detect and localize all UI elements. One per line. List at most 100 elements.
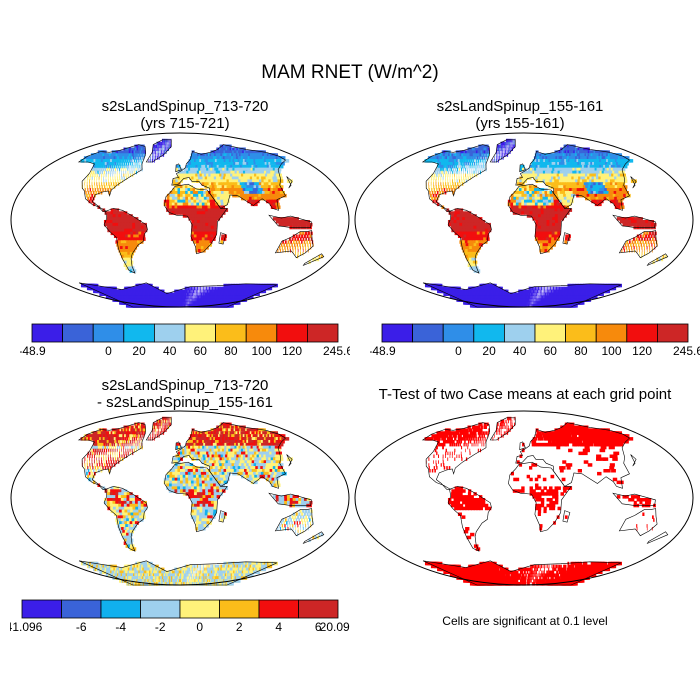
colorbar-swatch	[31, 323, 64, 343]
colorbar-tick-label: 20	[132, 344, 146, 358]
coastline-new-zealand	[302, 253, 325, 267]
map-panel-case2	[354, 132, 694, 308]
colorbar-tick-label: 100	[601, 344, 621, 358]
colorbar-swatch	[298, 599, 339, 619]
colorbar-swatch	[442, 323, 475, 343]
map-panel-diff	[10, 410, 350, 586]
panel-title-line: s2sLandSpinup_713-720	[101, 98, 269, 115]
colorbar-tick-label: 40	[163, 344, 177, 358]
coastline-indonesia	[268, 214, 312, 228]
coastline-japan	[630, 176, 637, 189]
coastline-south-america	[103, 486, 148, 552]
panel-title-case2: s2sLandSpinup_155-161 (yrs 155-161)	[355, 98, 685, 132]
coastline-north-america	[421, 144, 491, 212]
map-frame	[354, 132, 694, 308]
colorbar-swatch	[565, 323, 597, 343]
colorbar-tick-label: 0	[455, 344, 462, 358]
colorbar-tick-label: -41.096	[10, 620, 43, 634]
coastline-north-america	[421, 422, 491, 490]
coastline-eurasia	[171, 144, 286, 211]
colorbar-case1: -48.9 0 20 40 60 80 100 120 245.6	[20, 323, 350, 358]
coastline-africa	[508, 461, 572, 533]
map-frame	[10, 410, 350, 586]
coastline-africa	[164, 183, 228, 255]
colorbar-swatch	[412, 323, 444, 343]
figure-title: MAM RNET (W/m^2)	[261, 62, 439, 83]
colorbar-tick-label: 80	[224, 344, 238, 358]
colorbar-swatch	[62, 323, 94, 343]
colorbar-tick-label: 100	[251, 344, 271, 358]
colorbar-swatch	[219, 599, 260, 619]
colorbar-tick-label: 2	[236, 620, 243, 634]
colorbar-swatch	[100, 599, 141, 619]
coastline-eurasia	[515, 144, 630, 211]
colorbar-swatch	[626, 323, 658, 343]
map-grid-cells	[80, 138, 323, 308]
coastline-japan	[286, 176, 293, 189]
panel-title-case1: s2sLandSpinup_713-720 (yrs 715-721)	[20, 98, 350, 132]
panel-title-line: s2sLandSpinup_155-161	[436, 98, 604, 115]
colorbar-swatch	[258, 599, 299, 619]
coastline-south-america	[447, 486, 492, 552]
coastline-madagascar	[562, 510, 571, 523]
coastline-australia	[274, 230, 314, 259]
colorbar-swatch	[179, 599, 220, 619]
colorbar-swatch	[473, 323, 505, 343]
colorbar-tick-label: 120	[632, 344, 652, 358]
coastline-new-zealand	[302, 531, 325, 545]
colorbar-tick-label: 245.6	[323, 344, 350, 358]
colorbar-swatch	[245, 323, 278, 343]
colorbar-tick-label: -4	[115, 620, 126, 634]
panel-title-ttest: T-Test of two Case means at each grid po…	[355, 386, 695, 403]
colorbar-tick-label: 60	[194, 344, 208, 358]
colorbar-tick-label: 0	[196, 620, 203, 634]
coastline-australia	[274, 508, 314, 537]
coastline-indonesia	[612, 214, 656, 228]
colorbar-swatch	[656, 323, 689, 343]
colorbar-tick-label: 245.6	[673, 344, 700, 358]
coastline-eurasia	[171, 422, 286, 489]
coastline-north-america	[77, 422, 147, 490]
map-frame	[10, 132, 350, 308]
colorbar-tick-label: 60	[544, 344, 558, 358]
coastline-japan	[630, 454, 637, 467]
colorbar-tick-label: 20.095	[320, 620, 350, 634]
colorbar-tick-label: -48.9	[370, 344, 396, 358]
coastline-japan	[286, 454, 293, 467]
panel-title-line: (yrs 155-161)	[475, 115, 565, 132]
coastline-uk	[175, 441, 182, 451]
coastline-australia	[618, 230, 658, 259]
coastline-greenland	[489, 417, 516, 441]
coastline-north-america	[77, 144, 147, 212]
colorbar-swatch	[61, 599, 102, 619]
panel-title-line: - s2sLandSpinup_155-161	[97, 394, 273, 411]
colorbar-swatch	[153, 323, 186, 343]
colorbar-tick-label: 6	[315, 620, 322, 634]
map-panel-case1	[10, 132, 350, 308]
significance-note: Cells are significant at 0.1 level	[442, 614, 608, 628]
colorbar-diff: -41.096 -6 -4 -2 0 2 4 620.095	[10, 599, 350, 634]
colorbar-swatch	[595, 323, 628, 343]
coastline-madagascar	[218, 510, 227, 523]
colorbar-swatch	[306, 323, 339, 343]
colorbar-tick-label: 0	[105, 344, 112, 358]
colorbar-swatch	[184, 323, 217, 343]
coastline-australia	[618, 508, 658, 537]
colorbar-swatch	[123, 323, 155, 343]
coastline-south-america	[447, 208, 492, 274]
coastline-madagascar	[218, 232, 227, 245]
coastline-madagascar	[562, 232, 571, 245]
coastline-africa	[164, 461, 228, 533]
colorbar-tick-label: 80	[574, 344, 588, 358]
panel-title-line: s2sLandSpinup_713-720	[101, 377, 269, 394]
panel-title-diff: s2sLandSpinup_713-720 - s2sLandSpinup_15…	[20, 377, 350, 411]
map-grid-cells	[424, 416, 656, 586]
colorbar-swatch	[276, 323, 308, 343]
colorbar-case2: -48.9 0 20 40 60 80 100 120 245.6	[370, 323, 700, 358]
colorbar-swatch	[140, 599, 181, 619]
coastline-eurasia	[515, 422, 630, 489]
colorbar-tick-label: -2	[155, 620, 166, 634]
coastline-new-zealand	[646, 531, 669, 545]
map-grid-cells	[80, 416, 323, 586]
colorbar-tick-label: 20	[482, 344, 496, 358]
